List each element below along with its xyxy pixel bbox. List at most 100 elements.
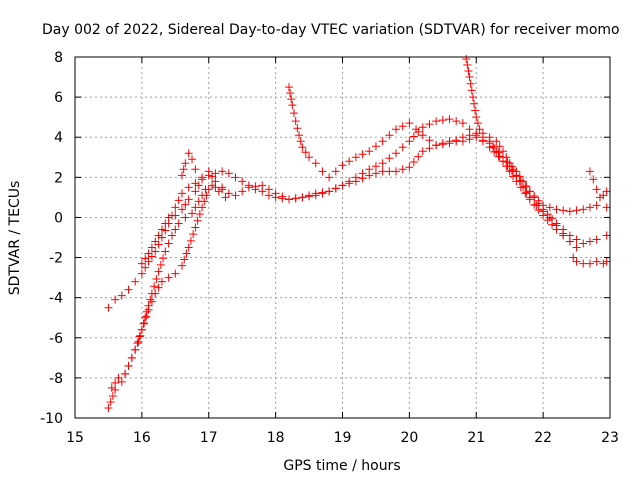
data-point [171,269,180,278]
axis-ticks [74,56,611,419]
data-point [418,123,427,132]
data-point [178,189,186,198]
data-point [452,117,461,126]
data-point [296,137,305,146]
data-point [552,221,561,230]
data-point [559,229,568,238]
data-point [114,373,123,382]
data-point [490,147,499,156]
data-point [602,231,611,240]
data-point [509,172,518,181]
data-point [492,147,501,156]
data-point [385,167,394,176]
data-point [214,187,223,196]
data-point [171,225,180,234]
data-point [179,165,188,174]
data-point [147,289,156,298]
data-point [499,157,507,166]
data-point [106,397,115,406]
data-point [285,195,293,204]
data-point [502,153,511,162]
data-point [585,167,594,176]
data-point [147,297,156,306]
data-point [530,200,539,209]
y-tick-labels: -10 -8 -6 -4 -2 0 2 4 6 8 [40,50,63,427]
data-point [167,231,176,240]
data-point [157,277,166,286]
data-point [204,167,213,176]
data-point [365,147,374,156]
data-point [111,385,120,394]
data-point [104,303,113,312]
data-point [181,200,190,209]
data-point [171,211,180,220]
data-point [142,307,151,316]
data-point [592,235,601,244]
data-point [305,192,314,201]
data-point [188,209,197,218]
x-tick-label: 15 [66,430,84,446]
data-point [184,195,193,204]
data-point [141,313,150,322]
data-point [507,166,516,175]
data-point [392,125,400,134]
data-point [371,142,380,151]
data-point [151,237,160,246]
data-point [602,257,611,266]
data-point [146,295,155,304]
data-point [189,230,198,239]
data-point [184,149,193,158]
data-point [425,144,434,153]
data-point [358,150,367,159]
data-point [409,157,418,166]
data-point [211,177,220,186]
data-point [602,203,611,212]
data-point [385,154,394,163]
data-point [338,181,347,190]
data-point [525,193,534,202]
data-point [181,213,190,222]
x-tick-label: 18 [267,430,285,446]
data-point [157,233,166,242]
data-point [264,185,273,194]
data-point [285,83,293,92]
data-point [104,403,113,412]
data-point [159,254,168,263]
data-point [191,223,200,232]
data-point [111,378,120,387]
data-point [135,332,144,341]
data-point [572,235,581,244]
data-point [291,194,300,203]
x-tick-label: 16 [133,430,151,446]
data-point [592,185,601,194]
data-point [298,143,307,152]
data-point [231,173,240,182]
data-point [351,173,360,182]
y-axis-label: SDTVAR / TECUs [7,181,23,296]
data-point [258,181,267,190]
data-point [286,89,295,98]
data-point [378,137,387,146]
data-point [512,171,521,180]
data-point [137,259,146,268]
data-point [298,193,307,202]
data-point [579,205,588,214]
data-point [579,259,588,268]
data-point [409,132,418,141]
data-point [156,260,165,269]
data-point [288,101,297,110]
data-point [139,319,148,328]
x-tick-labels: 15 16 17 18 19 20 21 22 23 [66,430,619,446]
data-point [218,167,227,176]
data-point [385,131,394,140]
data-point [171,203,180,212]
data-point [182,249,191,258]
data-point [505,159,514,168]
y-tick-label: 8 [54,50,63,66]
data-point [152,274,161,283]
x-tick-label: 17 [200,430,218,446]
data-point [198,175,207,184]
data-point [164,239,173,248]
data-point [495,152,504,161]
data-point [473,119,482,128]
